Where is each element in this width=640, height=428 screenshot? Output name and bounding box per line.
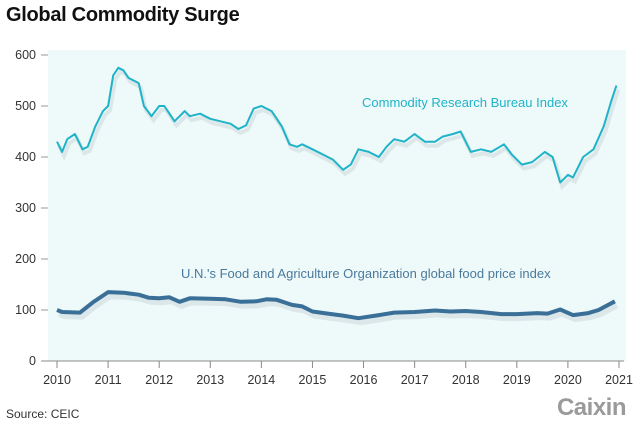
caixin-logo: Caixin (556, 394, 627, 421)
y-tick-label: 400 (15, 150, 36, 164)
x-tick-label: 2012 (145, 373, 173, 387)
y-tick-label: 100 (15, 303, 36, 317)
series-lines (56, 66, 621, 326)
source-note: Source: CEIC (6, 407, 80, 421)
x-tick-label: 2019 (503, 373, 531, 387)
y-tick-label: 600 (15, 48, 36, 62)
x-tick-label: 2021 (605, 373, 633, 387)
x-tick-label: 2017 (401, 373, 429, 387)
annotation-crb: Commodity Research Bureau Index (362, 95, 568, 110)
x-tick-label: 2011 (95, 373, 122, 387)
chart-title: Global Commodity Surge (6, 4, 240, 26)
series-shadow (57, 293, 619, 326)
x-tick-label: 2016 (350, 373, 378, 387)
y-tick-label: 200 (15, 252, 36, 266)
y-tick-label: 300 (15, 201, 36, 215)
x-tick-label: 2010 (43, 373, 71, 387)
series-line-fao-food-price (56, 290, 616, 321)
x-tick-label: 2018 (452, 373, 480, 387)
annotation-fao: U.N.'s Food and Agriculture Organization… (181, 266, 551, 281)
x-tick-label: 2014 (247, 373, 275, 387)
x-axis: 2010 2011 2012 2013 2014 2015 2016 2017 2018 2019… (42, 360, 633, 387)
y-tick-label: 0 (29, 354, 36, 368)
y-tick-label: 500 (15, 99, 36, 113)
x-tick-label: 2015 (299, 373, 327, 387)
x-tick-label: 2013 (196, 373, 224, 387)
x-tick-label: 2020 (554, 373, 582, 387)
y-axis: 0 100 200 300 400 500 600 (15, 48, 48, 368)
